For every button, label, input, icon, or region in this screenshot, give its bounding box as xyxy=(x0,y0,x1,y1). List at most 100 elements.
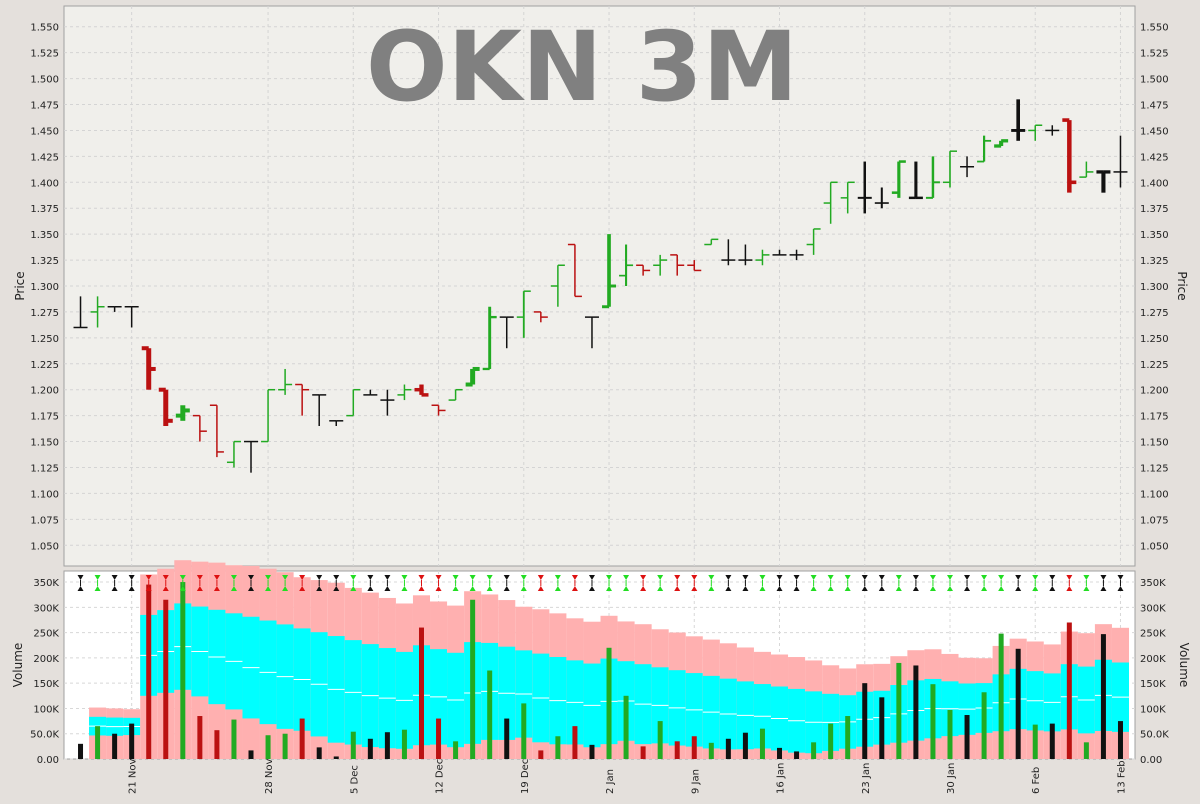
price-tick-label: 1.400 xyxy=(30,178,59,189)
volume-tick-label: 200K xyxy=(33,654,59,665)
ohlc-bar xyxy=(670,254,685,276)
signal-arrow-down xyxy=(111,575,118,580)
ohlc-bar xyxy=(874,187,889,209)
signal-arrow-down xyxy=(1100,575,1107,580)
signal-arrow-up xyxy=(1066,586,1073,591)
volume-bar xyxy=(350,731,356,759)
volume-bar xyxy=(521,703,527,759)
ohlc-bar xyxy=(192,414,207,442)
signal-arrow-up xyxy=(691,586,698,591)
volume-bar xyxy=(1015,648,1021,759)
signal-arrow-up xyxy=(725,586,732,591)
volume-tick-label: 0.00 xyxy=(1140,755,1162,766)
volume-bar xyxy=(572,726,578,759)
signal-arrow-up xyxy=(384,586,391,591)
ohlc-bar xyxy=(584,316,599,349)
price-tick-label: 1.500 xyxy=(30,75,59,86)
date-axis: 21 Nov 28 Nov 5 Dec 12 Dec 19 Dec 2 Jan 9 Jan 1… xyxy=(128,758,1128,794)
signal-arrow-down xyxy=(162,575,169,580)
price-grid xyxy=(64,6,1135,566)
ohlc-bar xyxy=(567,243,582,298)
signal-arrow-up xyxy=(213,586,220,591)
price-tick-label: 1.200 xyxy=(30,386,59,397)
price-tick-label: 1.525 xyxy=(30,49,59,60)
volume-tick-label: 250K xyxy=(33,629,59,640)
price-tick-label: 1.225 xyxy=(1140,360,1169,371)
volume-bar xyxy=(248,750,254,759)
signal-arrow-down xyxy=(503,575,510,580)
price-tick-label: 1.325 xyxy=(1140,256,1169,267)
signal-arrow-up xyxy=(827,586,834,591)
volume-tick-label: 300K xyxy=(33,603,59,614)
signal-arrow-up xyxy=(861,586,868,591)
price-tick-label: 1.450 xyxy=(30,126,59,137)
volume-bar xyxy=(777,747,783,759)
signal-arrow-down xyxy=(248,575,255,580)
volume-tick-label: 100K xyxy=(33,704,59,715)
signal-arrow-up xyxy=(469,586,476,591)
ohlc-bar xyxy=(516,290,531,338)
volume-bar xyxy=(657,721,663,759)
signal-arrow-up xyxy=(571,586,578,591)
price-tick-label: 1.375 xyxy=(1140,204,1169,215)
signal-arrow-up xyxy=(1083,586,1090,591)
signal-arrow-up xyxy=(452,586,459,591)
ohlc-bar xyxy=(124,305,139,328)
price-tick-label: 1.525 xyxy=(1140,49,1169,60)
ohlc-bar xyxy=(994,139,1009,148)
signal-arrow-down xyxy=(452,575,459,580)
chart-title: OKN 3M xyxy=(366,11,798,123)
date-label: 2 Jan xyxy=(605,769,616,794)
signal-arrow-down xyxy=(282,575,289,580)
date-label: 9 Jan xyxy=(690,769,701,794)
signal-arrow-up xyxy=(162,586,169,591)
signal-arrow-down xyxy=(145,575,152,580)
signal-arrow-up xyxy=(248,586,255,591)
ohlc-bar xyxy=(363,389,378,396)
volume-bar xyxy=(504,718,510,759)
signal-arrow-up xyxy=(1032,586,1039,591)
ohlc-bar xyxy=(90,296,105,328)
volume-bar xyxy=(95,726,101,759)
ohlc-bar xyxy=(619,244,634,286)
volume-tick-label: 150K xyxy=(1140,679,1166,690)
price-axis-right: 1.050 1.075 1.100 1.125 1.150 1.175 1.200 1.225… xyxy=(1140,23,1169,553)
price-tick-label: 1.250 xyxy=(30,334,59,345)
ohlc-bar xyxy=(772,249,787,256)
signal-arrow-down xyxy=(674,575,681,580)
signal-arrow-up xyxy=(282,586,289,591)
signal-arrow-down xyxy=(401,575,408,580)
signal-arrow-up xyxy=(299,586,306,591)
volume-bands xyxy=(89,560,1129,759)
signal-arrow-up xyxy=(929,586,936,591)
signal-arrow-down xyxy=(981,575,988,580)
volume-bar xyxy=(930,684,936,759)
ohlc-bar xyxy=(533,311,548,323)
ohlc-bar xyxy=(73,296,88,329)
volume-bar xyxy=(129,723,135,759)
signal-arrow-up xyxy=(793,586,800,591)
volume-bar xyxy=(299,718,305,759)
date-label: 23 Jan xyxy=(861,763,872,794)
signal-arrow-up xyxy=(503,586,510,591)
date-label: 21 Nov xyxy=(128,758,139,794)
signal-arrow-down xyxy=(657,575,664,580)
ohlc-bar xyxy=(942,150,957,188)
volume-bar xyxy=(1083,742,1089,759)
signal-arrow-down xyxy=(1015,575,1022,580)
signal-arrow-up xyxy=(640,586,647,591)
signal-arrow-up xyxy=(742,586,749,591)
volume-bar xyxy=(231,719,237,759)
volume-bar xyxy=(367,738,373,759)
signal-arrow-down xyxy=(1066,575,1073,580)
volume-bar xyxy=(333,756,339,759)
ohlc-bar xyxy=(1096,170,1111,193)
signal-arrow-down xyxy=(77,575,84,580)
price-tick-label: 1.475 xyxy=(1140,101,1169,112)
signal-arrow-up xyxy=(588,586,595,591)
volume-bar xyxy=(691,736,697,759)
price-tick-label: 1.050 xyxy=(30,541,59,552)
volume-bar xyxy=(1117,721,1123,759)
signal-arrow-up xyxy=(554,586,561,591)
ohlc-bar xyxy=(397,384,412,401)
